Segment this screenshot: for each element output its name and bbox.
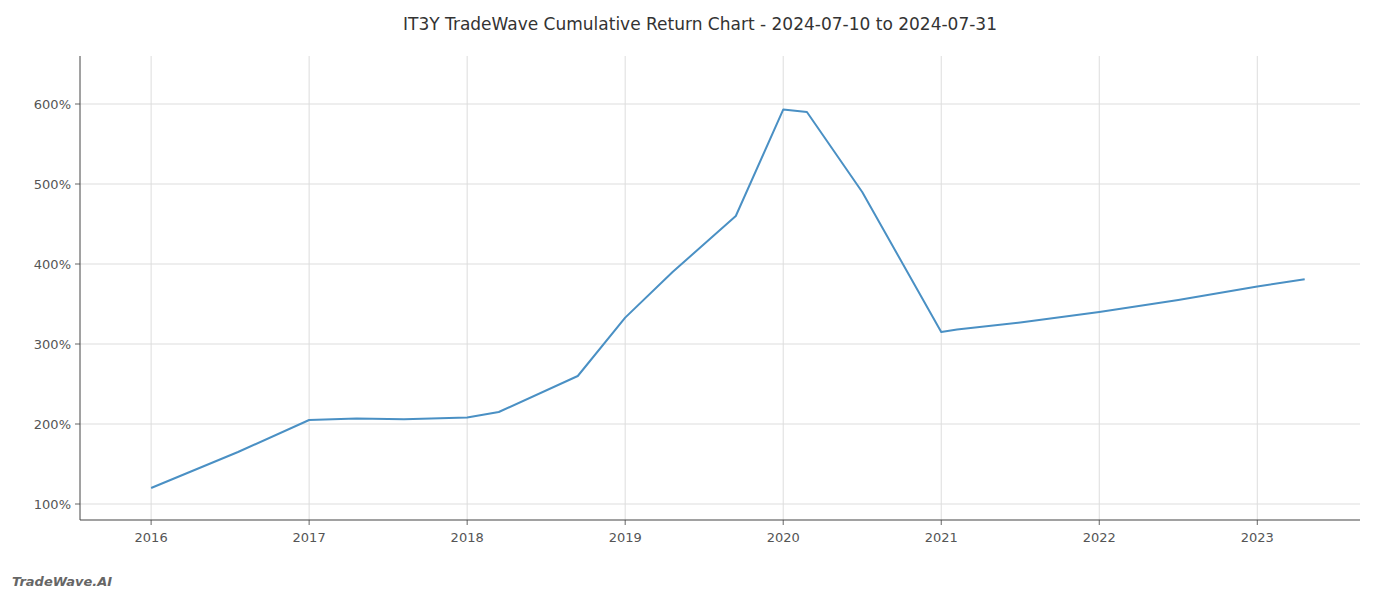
line xyxy=(151,110,1305,488)
y-grid-line xyxy=(80,504,1360,505)
x-grid-line xyxy=(309,56,310,520)
x-tick xyxy=(783,520,784,525)
grid xyxy=(80,56,1360,520)
x-tick xyxy=(309,520,310,525)
x-tick xyxy=(625,520,626,525)
x-tick-label: 2016 xyxy=(135,530,168,545)
y-tick xyxy=(75,424,80,425)
title: IT3Y TradeWave Cumulative Return Chart -… xyxy=(403,14,997,34)
y-tick-label: 200% xyxy=(34,417,71,432)
x-tick xyxy=(941,520,942,525)
x-tick xyxy=(1257,520,1258,525)
x-tick xyxy=(1099,520,1100,525)
y-tick-label: 400% xyxy=(34,257,71,272)
y-grid-line xyxy=(80,184,1360,185)
x-tick-label: 2023 xyxy=(1241,530,1274,545)
y-axis-line xyxy=(80,56,81,520)
y-tick-label: 300% xyxy=(34,337,71,352)
y-tick-label: 600% xyxy=(34,97,71,112)
x-grid-line xyxy=(1099,56,1100,520)
x-grid-line xyxy=(1257,56,1258,520)
x-grid-line xyxy=(783,56,784,520)
footer-annotation: TradeWave.AI xyxy=(12,574,112,589)
y-grid-line xyxy=(80,344,1360,345)
y-grid-line xyxy=(80,264,1360,265)
x-tick-label: 2022 xyxy=(1083,530,1116,545)
y-tick xyxy=(75,344,80,345)
plot-area xyxy=(151,110,1305,488)
x-grid-line xyxy=(625,56,626,520)
y-tick xyxy=(75,504,80,505)
x-tick-label: 2019 xyxy=(609,530,642,545)
y-tick xyxy=(75,264,80,265)
chart-container: IT3Y TradeWave Cumulative Return Chart -… xyxy=(0,0,1400,600)
chart: IT3Y TradeWave Cumulative Return Chart -… xyxy=(0,0,1400,600)
x-tick xyxy=(151,520,152,525)
x-grid-line xyxy=(151,56,152,520)
x-tick-label: 2017 xyxy=(293,530,326,545)
y-grid-line xyxy=(80,104,1360,105)
x-tick-label: 2021 xyxy=(925,530,958,545)
x-tick-label: 2020 xyxy=(767,530,800,545)
y-grid-line xyxy=(80,424,1360,425)
x-grid-line xyxy=(467,56,468,520)
y-tick-label: 100% xyxy=(34,497,71,512)
y-tick xyxy=(75,184,80,185)
x-axis-line xyxy=(80,519,1360,520)
x-tick-label: 2018 xyxy=(451,530,484,545)
x-tick xyxy=(467,520,468,525)
y-tick xyxy=(75,104,80,105)
x-grid-line xyxy=(941,56,942,520)
axes: 100% 200% 300% 400% 500% 600% 2016 2017 2018 2019… xyxy=(34,56,1360,545)
y-tick-label: 500% xyxy=(34,177,71,192)
